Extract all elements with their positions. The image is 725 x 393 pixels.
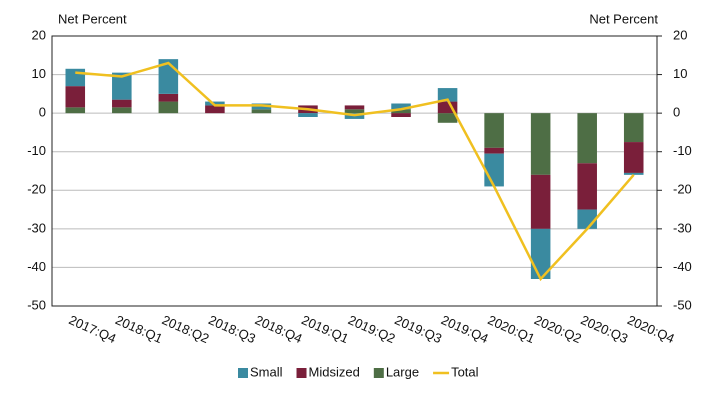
y2-tick-label: 20 bbox=[673, 27, 687, 42]
bar-segment bbox=[391, 109, 411, 114]
x-tick-label: 2017:Q4 bbox=[67, 312, 119, 346]
bar-segment bbox=[437, 113, 458, 123]
legend-swatch bbox=[238, 368, 248, 378]
bar-segment bbox=[251, 109, 272, 114]
y2-axis-title: Net Percent bbox=[589, 11, 658, 26]
bar-segment bbox=[391, 113, 411, 117]
y-tick-label: 20 bbox=[32, 27, 46, 42]
bar-segment bbox=[530, 113, 551, 175]
bar-segment bbox=[530, 174, 551, 229]
y2-tick-label: 0 bbox=[673, 105, 680, 120]
y2-tick-label: -20 bbox=[673, 182, 692, 197]
y-tick-label: -40 bbox=[27, 259, 46, 274]
bar-segment bbox=[205, 101, 225, 106]
bar-segment bbox=[437, 101, 458, 114]
bar-segment bbox=[112, 107, 132, 114]
legend-label: Small bbox=[250, 364, 283, 379]
bar-segment bbox=[623, 172, 644, 175]
plot-frame bbox=[51, 35, 658, 307]
y-tick-label: -30 bbox=[27, 220, 46, 235]
y-tick-label: 0 bbox=[39, 105, 46, 120]
bar-segment bbox=[623, 113, 644, 143]
legend-swatch bbox=[373, 368, 384, 378]
x-tick-label: 2020:Q1 bbox=[485, 312, 537, 346]
x-tick-label: 2020:Q3 bbox=[579, 312, 631, 346]
y-tick-label: -10 bbox=[27, 143, 46, 158]
bar-segment bbox=[484, 153, 504, 187]
bar-segment bbox=[577, 163, 597, 210]
bar-segment bbox=[484, 147, 504, 154]
legend-label: Total bbox=[451, 364, 479, 379]
bar-segment bbox=[65, 68, 86, 87]
x-tick-label: 2018:Q4 bbox=[253, 312, 305, 346]
legend-swatch bbox=[296, 368, 307, 378]
x-tick-label: 2018:Q2 bbox=[160, 312, 212, 346]
bar-segment bbox=[484, 113, 504, 148]
y-tick-label: 10 bbox=[32, 66, 46, 81]
y2-tick-label: -30 bbox=[673, 220, 692, 235]
bar-segment bbox=[530, 228, 551, 279]
legend-label: Large bbox=[386, 364, 419, 379]
bar-segment bbox=[298, 113, 318, 117]
bar-segment bbox=[112, 99, 132, 108]
legend-label: Midsized bbox=[309, 364, 360, 379]
x-tick-label: 2019:Q3 bbox=[392, 312, 444, 346]
y-tick-label: -50 bbox=[27, 297, 46, 312]
bar-segment bbox=[437, 88, 458, 102]
bar-segment bbox=[65, 107, 86, 114]
y-axis-title: Net Percent bbox=[58, 11, 127, 26]
bar-segment bbox=[577, 113, 597, 164]
bar-segment bbox=[158, 101, 179, 114]
bar-segment bbox=[344, 105, 365, 110]
bar-segment bbox=[623, 142, 644, 173]
x-tick-label: 2019:Q1 bbox=[299, 312, 351, 346]
x-tick-label: 2020:Q4 bbox=[625, 312, 677, 346]
x-tick-label: 2018:Q1 bbox=[113, 312, 165, 346]
bar-segment bbox=[344, 109, 365, 114]
x-tick-label: 2019:Q4 bbox=[439, 312, 491, 346]
bar-segment bbox=[391, 103, 411, 110]
bar-segment bbox=[205, 105, 225, 114]
bar-segment bbox=[112, 72, 132, 100]
bar-segment bbox=[65, 86, 86, 108]
y-tick-label: -20 bbox=[27, 182, 46, 197]
y2-tick-label: -50 bbox=[673, 297, 692, 312]
bar-segment bbox=[158, 93, 179, 102]
y2-tick-label: -40 bbox=[673, 259, 692, 274]
y2-tick-label: 10 bbox=[673, 66, 687, 81]
x-tick-label: 2020:Q2 bbox=[532, 312, 584, 346]
total-line bbox=[75, 61, 635, 282]
x-tick-label: 2019:Q2 bbox=[346, 312, 398, 346]
y2-tick-label: -10 bbox=[673, 143, 692, 158]
x-tick-label: 2018:Q3 bbox=[206, 312, 258, 346]
